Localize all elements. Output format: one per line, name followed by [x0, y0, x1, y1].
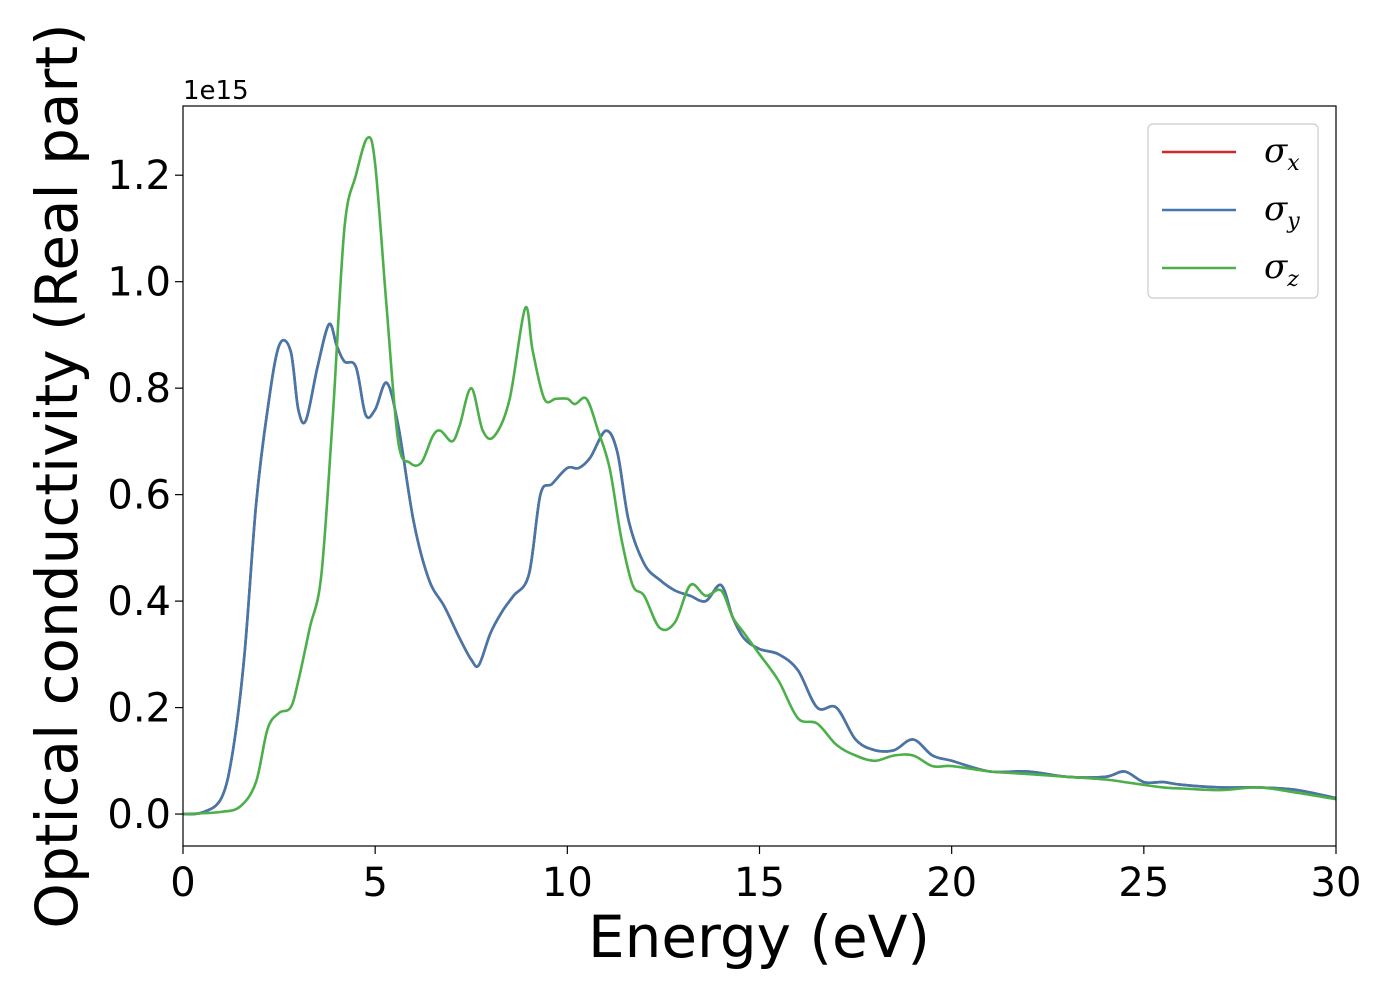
x-tick-label: 30 — [1311, 860, 1362, 906]
x-tick-label: 25 — [1118, 860, 1169, 906]
y-tick-label: 0.2 — [107, 686, 171, 732]
y-tick-label: 0.6 — [107, 473, 171, 519]
y-tick-label: 1.0 — [107, 260, 171, 306]
x-tick-label: 10 — [542, 860, 593, 906]
y-tick-label: 0.4 — [107, 579, 171, 625]
y-offset-label: 1e15 — [183, 76, 249, 106]
series-line-sigma-y — [183, 322, 1336, 816]
legend-label-sigma-x: σx — [1264, 131, 1300, 176]
legend-symbol: σ — [1264, 247, 1288, 287]
x-tick-label: 5 — [362, 860, 387, 906]
y-tick-label: 0.0 — [107, 792, 171, 838]
x-tick-label: 20 — [926, 860, 977, 906]
y-tick-label: 1.2 — [107, 153, 171, 199]
legend-subscript: x — [1287, 151, 1300, 176]
x-tick-label: 0 — [170, 860, 195, 906]
x-tick-label: 15 — [734, 860, 785, 906]
series-line-sigma-z — [183, 136, 1336, 816]
legend-label-sigma-z: σz — [1264, 247, 1299, 292]
legend-subscript: y — [1286, 209, 1300, 234]
legend-symbol: σ — [1264, 189, 1288, 229]
legend-subscript: z — [1286, 267, 1299, 292]
series-layer — [183, 136, 1336, 816]
legend-symbol: σ — [1264, 131, 1288, 171]
legend-label-sigma-y: σy — [1264, 189, 1300, 234]
y-axis: 0.0 0.2 0.4 0.6 0.8 1.0 1.2 — [107, 153, 183, 838]
y-tick-label: 0.8 — [107, 366, 171, 412]
x-axis: 0 5 10 15 20 25 30 — [170, 846, 1361, 906]
y-axis-title: Optical conductivity (Real part) — [23, 23, 91, 928]
x-axis-title: Energy (eV) — [588, 903, 930, 971]
